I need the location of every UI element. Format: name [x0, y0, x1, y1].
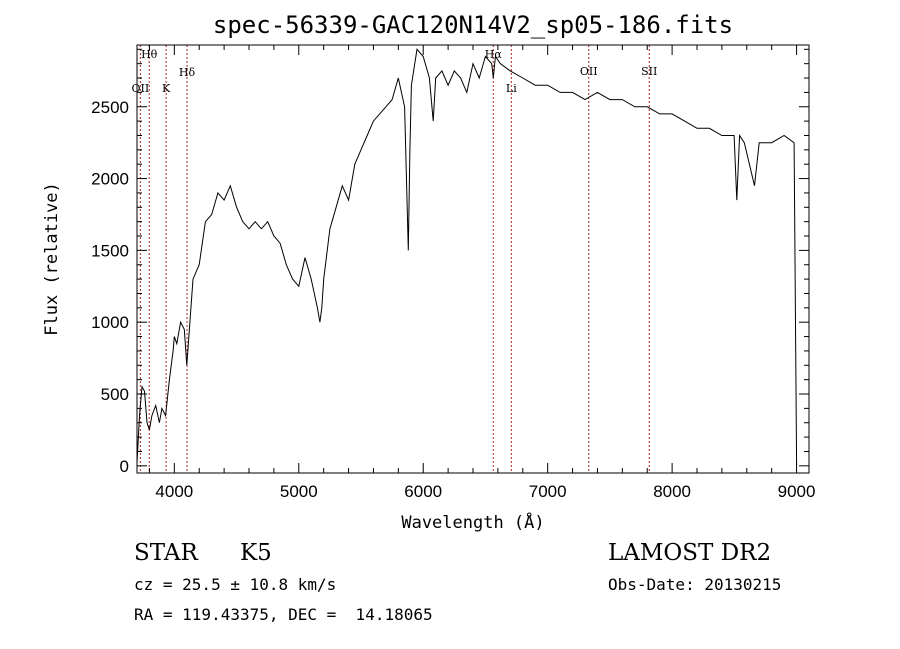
x-tick-label: 4000: [155, 482, 193, 501]
chart-title: spec-56339-GAC120N14V2_sp05-186.fits: [213, 11, 733, 39]
line-marker-label: SII: [641, 65, 657, 78]
line-marker-label: OII: [580, 65, 598, 78]
x-tick-label: 7000: [529, 482, 567, 501]
line-marker-label: Hδ: [179, 66, 196, 79]
line-marker-label: Hθ: [141, 48, 158, 61]
x-tick-label: 6000: [404, 482, 442, 501]
line-marker-label: Li: [506, 82, 517, 95]
spectrum-line: [136, 48, 798, 466]
redshift-velocity: cz = 25.5 ± 10.8 km/s: [134, 575, 337, 594]
line-marker-label: OII: [132, 82, 150, 95]
spectrum-chart: spec-56339-GAC120N14V2_sp05-186.fits Hθ OI…: [42, 11, 816, 533]
y-tick-label: 2500: [91, 98, 129, 117]
plot-frame: [136, 44, 810, 474]
x-tick-label: 8000: [653, 482, 691, 501]
x-axis-label: Wavelength (Å): [401, 511, 544, 533]
survey-name: LAMOST DR2: [608, 540, 772, 566]
y-tick-label: 1500: [91, 241, 129, 260]
x-tick-label: 9000: [778, 482, 816, 501]
object-subclass: K5: [240, 540, 272, 566]
y-axis-label: Flux (relative): [42, 182, 62, 336]
object-class: STAR: [134, 540, 198, 566]
y-tick-label: 1000: [91, 313, 129, 332]
x-tick-label: 5000: [280, 482, 318, 501]
line-marker-label: K: [162, 82, 171, 95]
y-tick-label: 0: [120, 457, 129, 476]
line-marker-label: Hα: [485, 48, 503, 61]
y-tick-label: 500: [101, 385, 129, 404]
sky-coordinates: RA = 119.43375, DEC = 14.18065: [134, 605, 433, 624]
y-tick-label: 2000: [91, 170, 129, 189]
observation-date: Obs-Date: 20130215: [608, 575, 782, 594]
